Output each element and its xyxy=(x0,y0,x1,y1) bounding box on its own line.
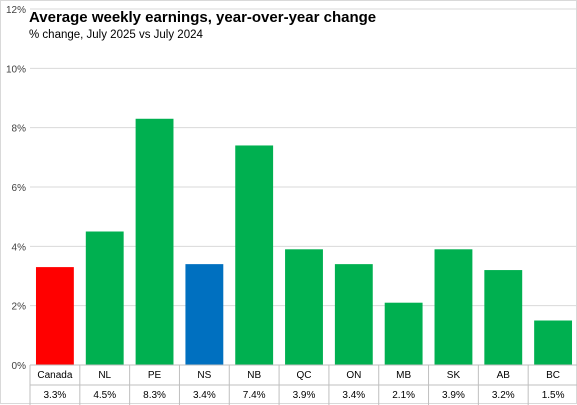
y-tick-label: 0% xyxy=(12,361,27,372)
y-tick-label: 12% xyxy=(6,5,26,16)
data-label: 3.4% xyxy=(193,390,216,401)
data-label: 3.2% xyxy=(492,390,515,401)
x-tick-label: NL xyxy=(98,370,111,381)
x-tick-label: MB xyxy=(396,370,411,381)
bar xyxy=(185,264,224,365)
x-tick-label: ON xyxy=(346,370,361,381)
bar xyxy=(135,118,174,366)
x-tick-label: AB xyxy=(497,370,511,381)
x-tick-label: SK xyxy=(447,370,461,381)
data-label: 3.3% xyxy=(44,390,67,401)
data-label: 3.4% xyxy=(342,390,365,401)
bar xyxy=(85,231,124,365)
data-label: 3.9% xyxy=(293,390,316,401)
x-tick-label: NB xyxy=(247,370,261,381)
bar xyxy=(285,249,323,365)
y-tick-label: 10% xyxy=(6,64,26,75)
x-tick-label: QC xyxy=(297,370,312,381)
data-label: 7.4% xyxy=(243,390,266,401)
chart-subtitle: % change, July 2025 vs July 2024 xyxy=(29,29,203,41)
chart-title: Average weekly earnings, year-over-year … xyxy=(29,9,377,26)
data-label: 8.3% xyxy=(143,390,166,401)
data-label: 2.1% xyxy=(392,390,415,401)
y-tick-label: 6% xyxy=(12,183,27,194)
bar xyxy=(434,249,473,365)
x-tick-label: BC xyxy=(546,370,560,381)
bar xyxy=(534,320,573,365)
data-label: 3.9% xyxy=(442,390,465,401)
data-label: 1.5% xyxy=(542,390,565,401)
bar xyxy=(35,267,74,365)
x-tick-label: PE xyxy=(148,370,162,381)
data-label: 4.5% xyxy=(93,390,116,401)
x-tick-label: Canada xyxy=(37,370,72,381)
x-tick-label: NS xyxy=(197,370,211,381)
y-tick-label: 2% xyxy=(12,302,27,313)
bar xyxy=(334,264,373,365)
y-tick-label: 8% xyxy=(12,124,27,135)
bar xyxy=(484,270,523,365)
bar xyxy=(235,145,274,365)
bar xyxy=(384,302,423,365)
y-tick-label: 4% xyxy=(12,242,27,253)
